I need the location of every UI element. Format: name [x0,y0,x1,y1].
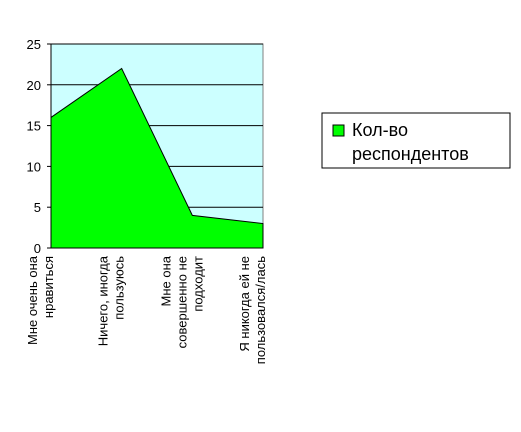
x-tick-label: Ничего, иногдапользуюсь [96,255,127,346]
x-tick-label: Мне очень онанравиться [25,255,56,345]
y-tick-label: 15 [27,119,41,134]
x-tick-label: Я никогда ей непользовался/лась [237,256,268,364]
y-tick-label: 10 [27,159,41,174]
x-tick-label: Мне онасовершенно неподходит [158,255,205,348]
y-tick-label: 25 [27,37,41,52]
legend-swatch [332,124,345,137]
legend-label: Кол-во респондентов [352,120,469,164]
legend-box [321,112,511,169]
y-tick-label: 20 [27,78,41,93]
y-tick-label: 0 [34,241,41,256]
y-tick-label: 5 [34,200,41,215]
area [50,67,264,249]
